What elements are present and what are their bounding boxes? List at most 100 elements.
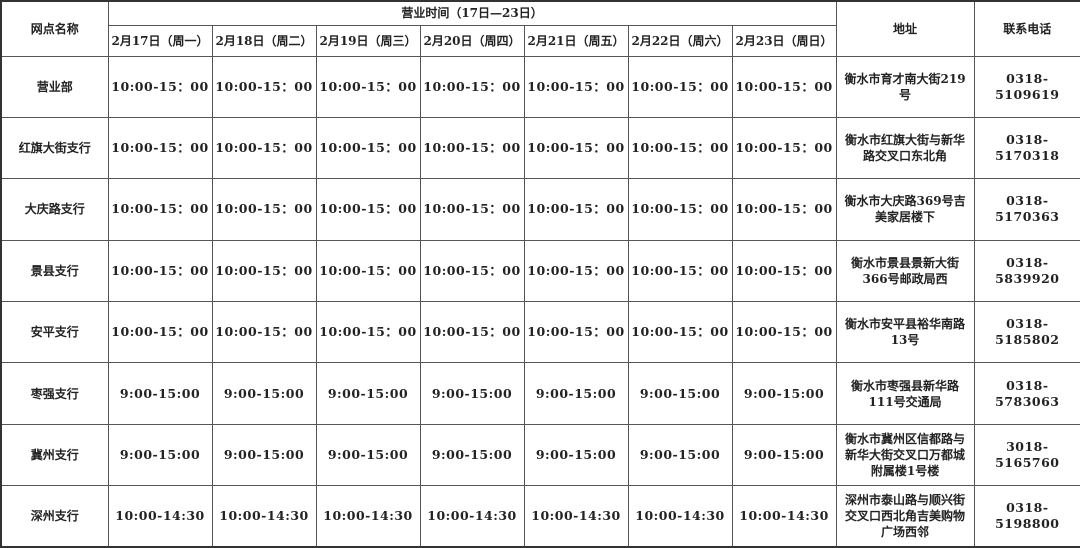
- business-hours: 10:00-15：00: [211, 300, 317, 364]
- business-hours: 9:00-15:00: [315, 362, 421, 425]
- business-hours: 9:00-15:00: [211, 362, 317, 425]
- header-days-row: 2月17日（周一） 2月18日（周二） 2月19日（周三） 2月20日（周四） 2月21…: [1, 24, 1080, 57]
- business-hours: 10:00-15：00: [523, 178, 629, 241]
- business-hours: 9:00-15:00: [731, 423, 837, 487]
- phone-number: 0318-5170318: [973, 116, 1080, 180]
- business-hours: 10:00-15：00: [627, 239, 733, 303]
- business-hours: 10:00-15：00: [315, 178, 421, 241]
- business-hours: 10:00-15：00: [419, 300, 525, 364]
- header-day: 2月18日（周二）: [211, 24, 317, 57]
- phone-number: 0318-5839920: [973, 239, 1080, 303]
- header-day: 2月22日（周六）: [627, 24, 733, 57]
- business-hours: 10:00-15：00: [419, 55, 525, 118]
- address: 衡水市景县景新大街366号邮政局西: [835, 239, 975, 303]
- business-hours: 10:00-15：00: [315, 55, 421, 118]
- business-hours: 10:00-15：00: [731, 300, 837, 364]
- table-row: 深州支行 10:00-14:30 10:00-14:30 10:00-14:30 10:…: [0, 485, 1080, 548]
- business-hours: 9:00-15:00: [523, 423, 629, 487]
- business-hours: 10:00-14:30: [419, 485, 525, 548]
- business-hours: 10:00-15：00: [107, 239, 213, 303]
- business-hours: 10:00-15：00: [107, 178, 213, 241]
- business-hours: 9:00-15:00: [731, 362, 837, 425]
- business-hours: 9:00-15:00: [211, 423, 317, 487]
- business-hours: 10:00-14:30: [523, 485, 629, 548]
- business-hours: 9:00-15:00: [419, 362, 525, 425]
- header-day: 2月23日（周日）: [731, 24, 837, 57]
- business-hours: 10:00-15：00: [419, 178, 525, 241]
- header-day: 2月17日（周一）: [107, 24, 213, 57]
- business-hours: 9:00-15:00: [419, 423, 525, 487]
- table-row: 枣强支行 9:00-15:00 9:00-15:00 9:00-15:00 9:00-1…: [0, 362, 1080, 425]
- header-day: 2月21日（周五）: [523, 24, 629, 57]
- business-hours: 10:00-14:30: [731, 485, 837, 548]
- table-row: 大庆路支行 10:00-15：00 10:00-15：00 10:00-15：00 10…: [0, 178, 1080, 241]
- business-hours: 10:00-15：00: [315, 300, 421, 364]
- business-hours: 9:00-15:00: [523, 362, 629, 425]
- phone-number: 0318-5185802: [973, 300, 1080, 364]
- header-row: 网点名称 营业时间（17日—23日） 地址 联系电话: [0, 0, 1080, 57]
- address: 深州市泰山路与顺兴街交叉口西北角吉美购物广场西邻: [835, 485, 975, 548]
- branch-name: 安平支行: [0, 300, 109, 364]
- address: 衡水市冀州区信都路与新华大街交叉口万都城附属楼1号楼: [835, 423, 975, 487]
- business-hours: 10:00-15：00: [211, 178, 317, 241]
- address: 衡水市安平县裕华南路13号: [835, 300, 975, 364]
- table-row: 景县支行 10:00-15：00 10:00-15：00 10:00-15：00 10:…: [0, 239, 1080, 303]
- business-hours: 9:00-15:00: [627, 362, 733, 425]
- business-hours: 10:00-14:30: [315, 485, 421, 548]
- branch-name: 枣强支行: [0, 362, 109, 425]
- business-hours: 10:00-15：00: [731, 239, 837, 303]
- business-hours: 10:00-15：00: [731, 55, 837, 118]
- business-hours: 10:00-15：00: [523, 300, 629, 364]
- phone-number: 3018-5165760: [973, 423, 1080, 487]
- business-hours: 10:00-15：00: [627, 178, 733, 241]
- business-hours: 10:00-15：00: [211, 239, 317, 303]
- business-hours: 10:00-15：00: [627, 116, 733, 180]
- header-day: 2月20日（周四）: [419, 24, 525, 57]
- header-phone: 联系电话: [973, 0, 1080, 57]
- business-hours: 9:00-15:00: [107, 423, 213, 487]
- branch-name: 景县支行: [0, 239, 109, 303]
- branch-name: 深州支行: [0, 485, 109, 548]
- business-hours: 10:00-15：00: [211, 116, 317, 180]
- branch-name: 大庆路支行: [0, 178, 109, 241]
- phone-number: 0318-5198800: [973, 485, 1080, 548]
- business-hours: 10:00-15：00: [107, 300, 213, 364]
- branch-name: 冀州支行: [0, 423, 109, 487]
- business-hours: 10:00-15：00: [419, 116, 525, 180]
- business-hours: 10:00-15：00: [419, 239, 525, 303]
- business-hours: 10:00-15：00: [627, 55, 733, 118]
- address: 衡水市枣强县新华路111号交通局: [835, 362, 975, 425]
- phone-number: 0318-5170363: [973, 178, 1080, 241]
- phone-number: 0318-5109619: [973, 55, 1080, 118]
- address: 衡水市育才南大街219号: [835, 55, 975, 118]
- business-hours: 10:00-14:30: [211, 485, 317, 548]
- business-hours: 10:00-15：00: [627, 300, 733, 364]
- business-hours: 10:00-15：00: [523, 116, 629, 180]
- business-hours: 10:00-15：00: [211, 55, 317, 118]
- address: 衡水市大庆路369号吉美家居楼下: [835, 178, 975, 241]
- phone-number: 0318-5783063: [973, 362, 1080, 425]
- table-row: 营业部 10:00-15：00 10:00-15：00 10:00-15：00 10:0…: [0, 55, 1080, 118]
- branch-name: 营业部: [0, 55, 109, 118]
- header-day: 2月19日（周三）: [315, 24, 421, 57]
- header-branch-name: 网点名称: [0, 0, 109, 57]
- header-address: 地址: [835, 0, 975, 57]
- business-hours: 10:00-15：00: [315, 239, 421, 303]
- business-hours: 10:00-15：00: [107, 55, 213, 118]
- header-hours-group: 营业时间（17日—23日）: [107, 0, 837, 26]
- business-hours: 9:00-15:00: [627, 423, 733, 487]
- business-hours: 10:00-15：00: [523, 239, 629, 303]
- branch-name: 红旗大街支行: [0, 116, 109, 180]
- business-hours: 9:00-15:00: [315, 423, 421, 487]
- business-hours: 10:00-15：00: [315, 116, 421, 180]
- business-hours: 10:00-15：00: [107, 116, 213, 180]
- table-row: 安平支行 10:00-15：00 10:00-15：00 10:00-15：00 10:…: [0, 300, 1080, 364]
- business-hours: 10:00-14:30: [107, 485, 213, 548]
- business-hours: 10:00-15：00: [731, 116, 837, 180]
- business-hours: 10:00-15：00: [523, 55, 629, 118]
- business-hours: 10:00-15：00: [731, 178, 837, 241]
- table-row: 红旗大街支行 10:00-15：00 10:00-15：00 10:00-15：00 1…: [0, 116, 1080, 180]
- business-hours: 9:00-15:00: [107, 362, 213, 425]
- business-hours: 10:00-14:30: [627, 485, 733, 548]
